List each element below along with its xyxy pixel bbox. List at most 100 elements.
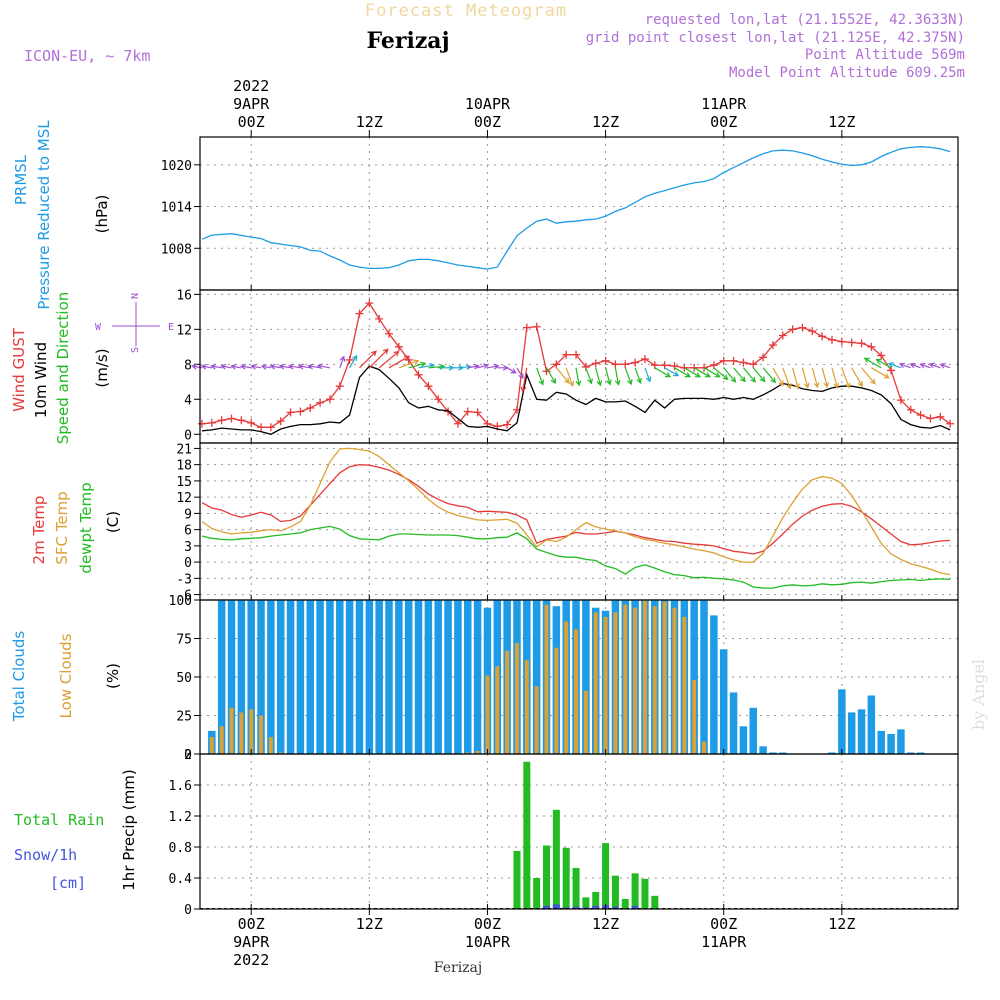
gust-marker [385,329,394,338]
gust-marker [788,325,797,334]
y-tick-label: 75 [176,633,192,648]
compass-n: N [130,293,141,299]
gust-marker [611,360,620,369]
wind-barb [693,367,711,378]
wind-barb [239,363,252,370]
y-tick-label: 1008 [161,242,192,257]
low-cloud-bar [613,612,618,754]
dewpt-label: dewpt Temp [77,482,95,573]
rain-bar [552,809,560,909]
low-cloud-bar [642,600,647,754]
gust-marker [375,314,384,323]
panel-clouds: 0 25 50 75 100 [169,594,959,763]
low-cloud-bar [485,675,490,754]
wind-barb [644,367,652,383]
y-tick-label: -6 [176,589,192,604]
wind-barb [388,355,411,369]
gust-marker [798,323,807,332]
total-cloud-bar [710,615,718,754]
gust-marker [581,362,590,371]
y-tick-label: 0 [184,428,192,443]
compass-rose: N W E S [95,293,174,353]
low-cloud-bar [259,715,264,754]
total-cloud-bar [385,600,393,754]
wind-barb [792,367,800,390]
wind-barb [624,367,633,386]
wind-barb [634,367,642,385]
wind-barb [220,363,232,370]
prmsl-label-2: Pressure Reduced to MSL [35,120,53,310]
gust-marker [837,337,846,346]
wind-barb [250,363,262,370]
snow-bar [543,905,551,909]
wind-barb [349,354,358,369]
gust-marker [562,350,571,359]
y-tick-label: 1.6 [169,779,192,794]
wind-barb [595,367,603,387]
time-label-top: 2022 [233,77,269,95]
temp2m-label: 2m Temp [30,496,48,565]
wind-barb [339,355,346,369]
rain-bar [562,847,570,909]
gust-marker [237,416,246,425]
wind-unit: (m/s) [93,348,111,387]
wind-barb [260,364,272,370]
total-cloud-bar [414,600,423,754]
wind-barb [210,363,222,370]
y-tick-label: 25 [176,710,192,725]
low-cloud-bar [583,690,588,754]
wind-barb [575,367,582,387]
wind-barb [703,367,721,378]
compass-w: W [95,322,102,333]
wind-barb [851,367,863,388]
low-cloud-bar [465,752,470,754]
gust-marker [670,362,679,371]
total-cloud-bar [739,726,748,754]
gust-marker [946,419,955,428]
series-dewpt-temp [201,525,951,589]
rain-bar [611,875,619,909]
gust-marker [827,335,836,344]
total-cloud-bar [434,600,442,754]
wind-barb [713,367,729,381]
low-cloud-bar [633,607,638,754]
total-cloud-bar [267,600,275,754]
gust-marker [857,339,866,348]
wind-barb [831,367,840,390]
low-cloud-bar [574,629,579,754]
rain-bar [543,845,551,909]
total-cloud-bar [838,689,846,754]
snow-label: Snow/1h [14,846,77,864]
wind-barb [278,363,291,370]
wind-barb [287,363,301,370]
panel-wind: 0 4 8 12 16 [176,288,959,444]
rain-bar [592,891,600,909]
gust-marker [394,342,403,351]
gust-marker [749,360,758,369]
gust-marker [355,309,364,318]
y-tick-label: 1014 [161,201,192,216]
total-cloud-bar [906,752,915,754]
footer-location: Ferizaj [434,960,482,976]
low-cloud-bar [239,712,244,754]
rain-bar [631,873,639,909]
wind-barb [752,367,766,383]
gust-marker [591,359,600,368]
low-cloud-bar [229,707,234,754]
wind-barb [772,367,784,387]
point-altitude: Point Altitude 569m [805,47,965,63]
rain-bar [533,878,541,909]
snow-unit: [cm] [50,874,86,892]
wind-barb [863,357,882,369]
panel-precip: 0 0.4 0.8 1.2 1.6 2 [169,748,959,918]
low-cloud-bar [505,650,510,754]
prmsl-unit: (hPa) [93,195,111,234]
precip-label: 1hr Precip (mm) [120,769,138,890]
time-label-top: 10APR [465,95,511,113]
wind-barb [801,367,810,389]
wind-barb [297,363,311,370]
low-cloud-bar [603,616,608,754]
snow-bar [572,906,580,909]
total-cloud-bar [759,746,767,754]
y-tick-label: 12 [176,323,192,338]
